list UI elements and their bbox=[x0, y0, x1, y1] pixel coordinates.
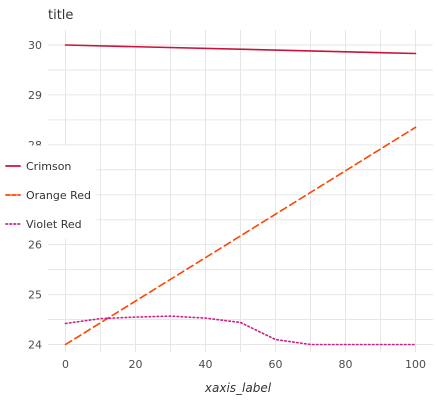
x-tick-label: 80 bbox=[339, 358, 353, 371]
series-line-violet-red bbox=[64, 315, 417, 346]
x-axis-label: xaxis_label bbox=[204, 381, 272, 395]
legend-label-orange-red: Orange Red bbox=[26, 189, 91, 202]
series-layer bbox=[64, 44, 417, 346]
series-line-orange-red bbox=[64, 126, 417, 346]
grid bbox=[48, 30, 433, 352]
x-tick-label: 40 bbox=[199, 358, 213, 371]
y-tick-label: 29 bbox=[28, 89, 42, 102]
x-tick-label: 100 bbox=[405, 358, 426, 371]
chart-title: title bbox=[48, 8, 73, 23]
x-tick-label: 20 bbox=[129, 358, 143, 371]
y-tick-label: 24 bbox=[28, 339, 42, 352]
x-tick-label: 60 bbox=[269, 358, 283, 371]
legend-label-crimson: Crimson bbox=[26, 160, 71, 173]
x-tick-label: 0 bbox=[62, 358, 69, 371]
y-tick-label: 26 bbox=[28, 239, 42, 252]
series-line-crimson bbox=[64, 44, 417, 55]
x-axis-ticks: 0 20 40 60 80 100 bbox=[62, 358, 426, 371]
y-tick-label: 25 bbox=[28, 289, 42, 302]
legend-label-violet-red: Violet Red bbox=[26, 218, 82, 231]
legend: Crimson Orange Red Violet Red bbox=[0, 145, 97, 239]
legend-box bbox=[0, 145, 97, 239]
y-tick-label: 30 bbox=[28, 39, 42, 52]
